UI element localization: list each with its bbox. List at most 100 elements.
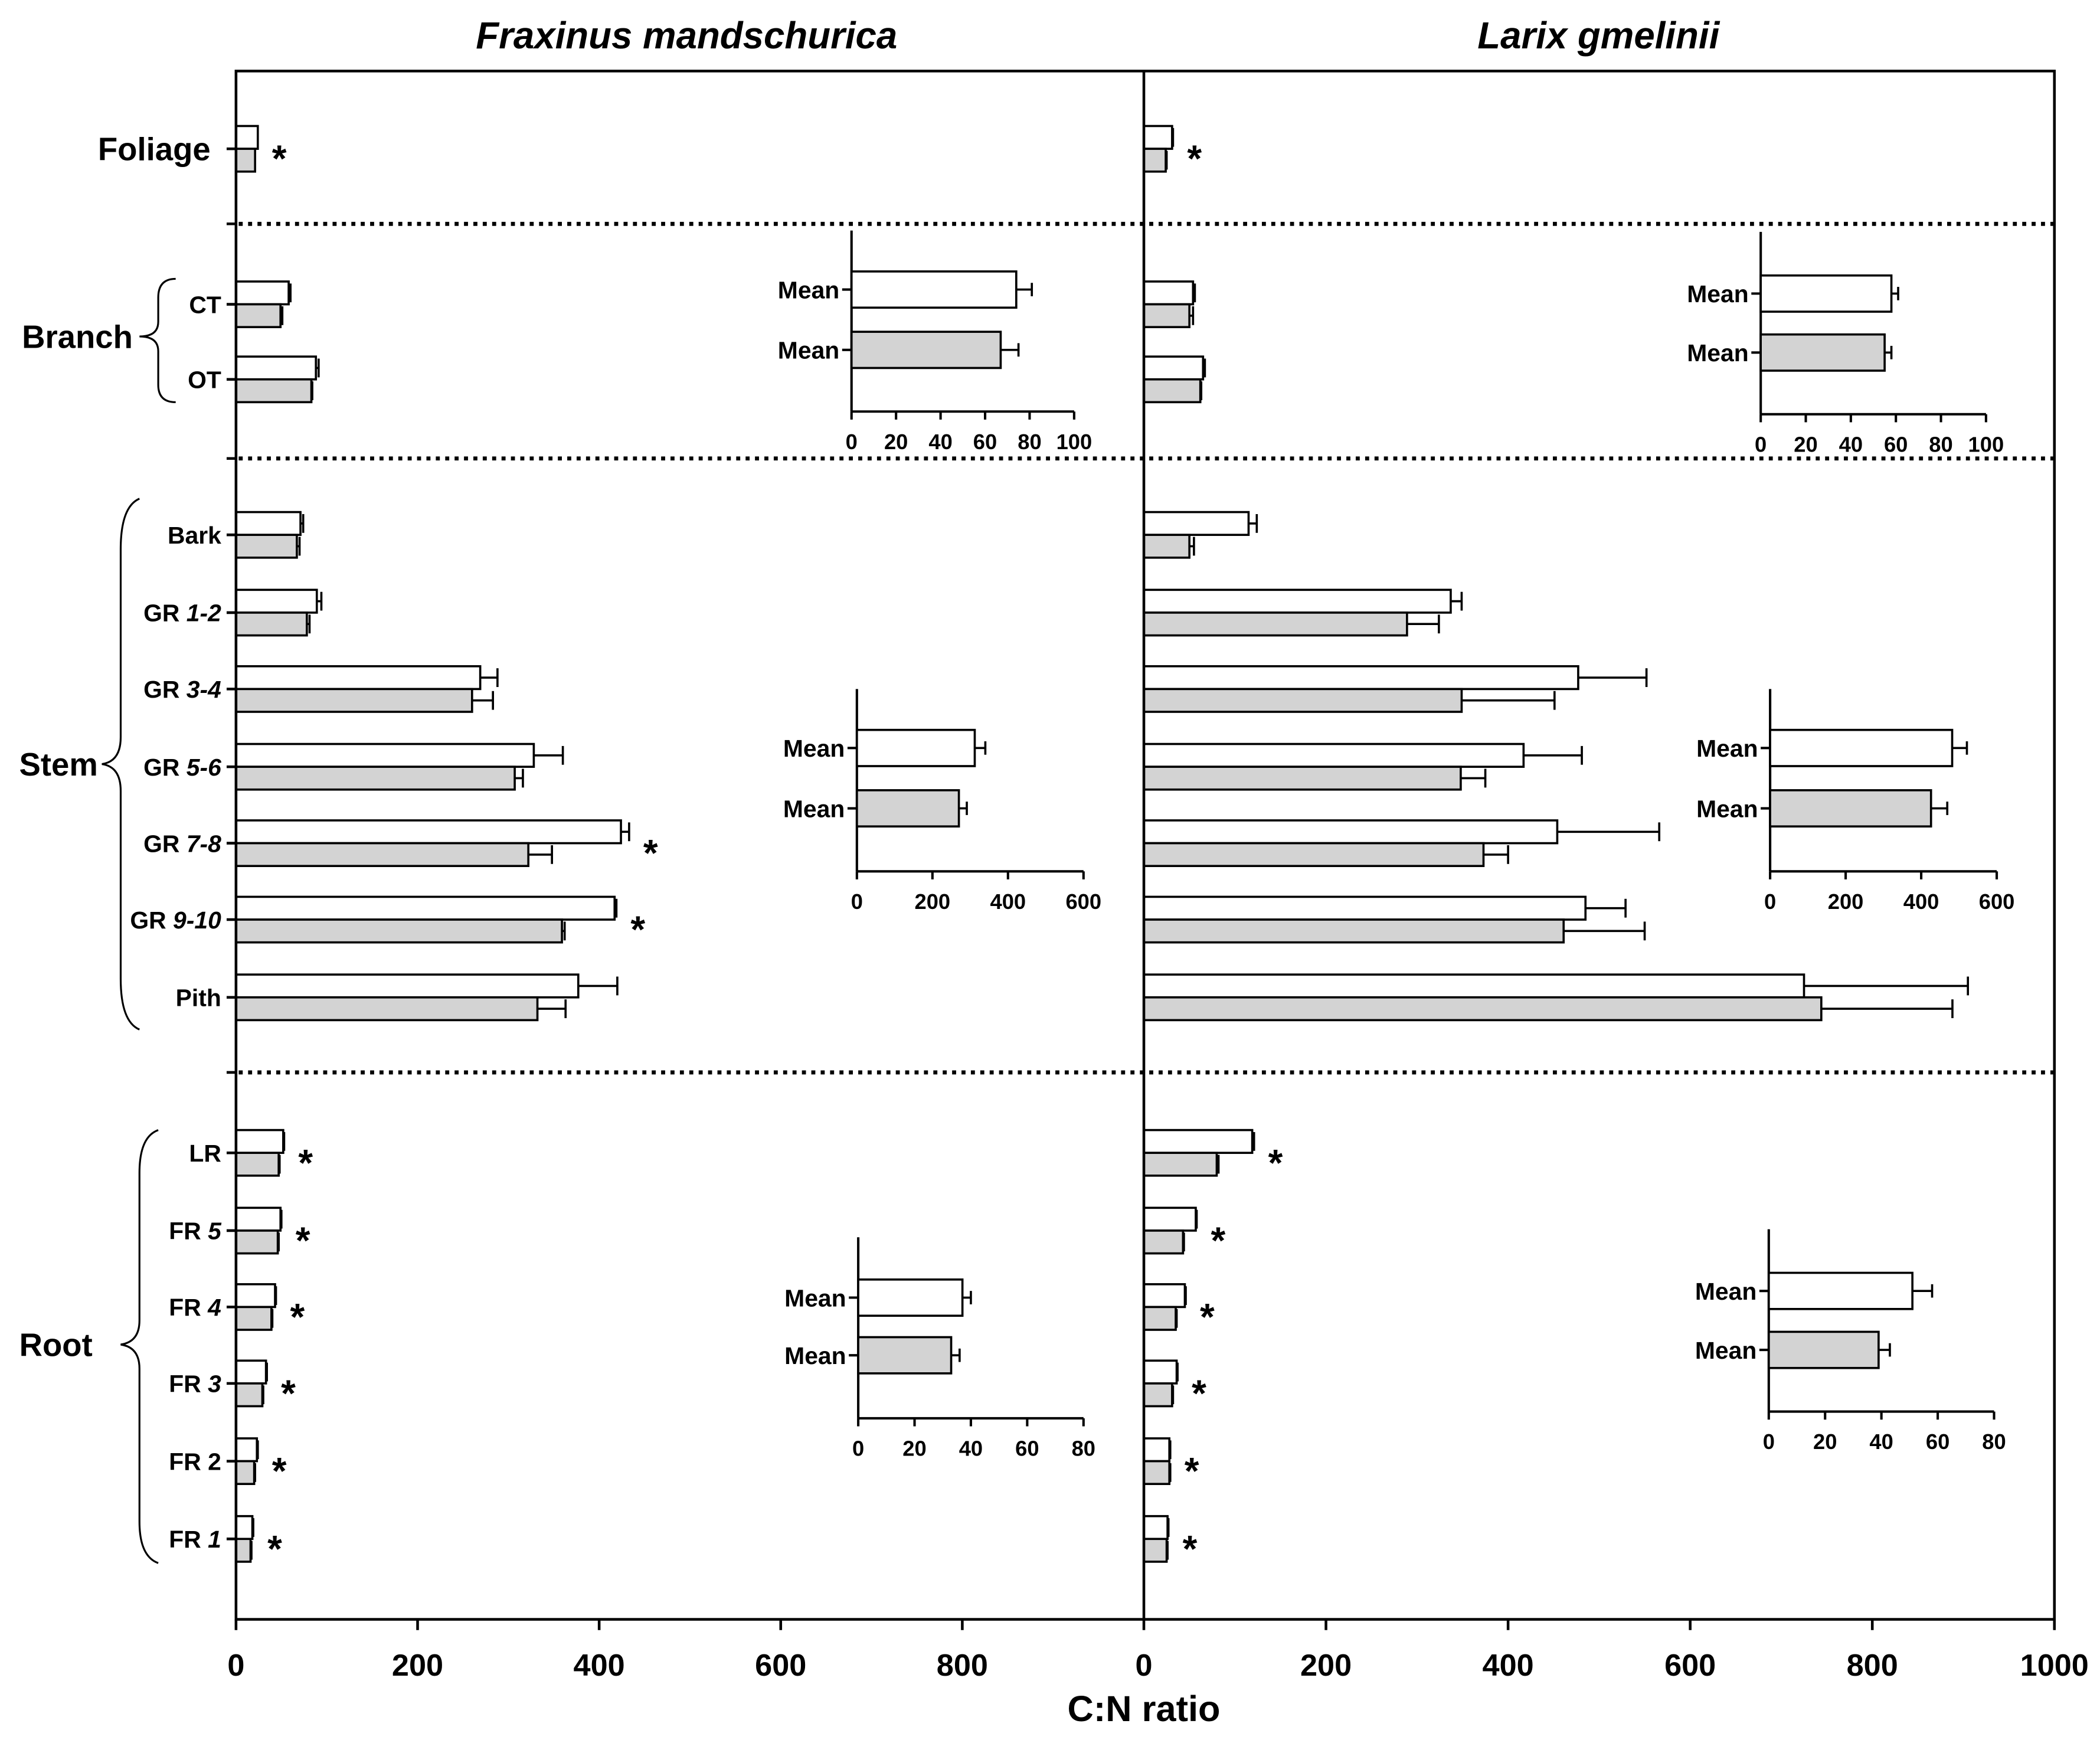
category-label-text: GR xyxy=(143,830,179,857)
significance-marker-larix-lr: * xyxy=(1268,1142,1283,1184)
category-label-text: GR xyxy=(130,907,166,934)
bar-larix-lr-shaded xyxy=(1143,1152,1218,1177)
inset-x-tick-label: 200 xyxy=(1828,889,1864,914)
bar-fraxinus-gr-1-2-shaded xyxy=(235,611,308,637)
inset-bar-fraxinus-root-shaded xyxy=(857,1336,953,1375)
bar-fraxinus-gr-5-6-shaded xyxy=(235,766,516,791)
error-bar-larix-fr-5-shaded xyxy=(1183,1232,1185,1252)
inset-mean-label: Mean xyxy=(783,735,845,762)
inset-error-bar-larix-stem-open xyxy=(1952,741,1968,755)
x-tick-label-fraxinus: 0 xyxy=(227,1649,244,1683)
bar-fraxinus-fr-3-shaded xyxy=(235,1382,264,1408)
category-label-number: 2 xyxy=(208,1448,221,1475)
bar-larix-fr-1-shaded xyxy=(1143,1538,1168,1563)
bar-fraxinus-pith-open xyxy=(235,973,580,999)
error-bar-larix-bark-shaded xyxy=(1189,537,1195,556)
category-label-gr-3-4: GR 3-4 xyxy=(143,676,221,703)
inset-chart-larix-root: 0 20 40 60 80 Mean Mean xyxy=(1695,1229,2006,1454)
category-label-ct: CT xyxy=(189,291,221,318)
bar-fraxinus-gr-9-10-open xyxy=(235,895,616,921)
inset-error-bar-larix-root-shaded xyxy=(1878,1343,1891,1357)
error-bar-fraxinus-pith-open xyxy=(578,976,619,996)
bar-larix-gr-5-6-shaded xyxy=(1143,766,1462,791)
error-bar-fraxinus-pith-shaded xyxy=(537,999,567,1018)
inset-error-bar-fraxinus-branch-shaded xyxy=(1000,343,1020,357)
inset-x-tick-label: 20 xyxy=(902,1437,926,1461)
bar-fraxinus-fr-2-open xyxy=(235,1437,259,1463)
category-label-text: Bark xyxy=(168,522,221,549)
bar-larix-fr-5-open xyxy=(1143,1206,1197,1232)
x-tick-label-fraxinus: 400 xyxy=(574,1649,625,1683)
panel-title-fraxinus: Fraxinus mandschurica xyxy=(476,15,897,57)
inset-x-tick-label: 40 xyxy=(1839,432,1863,456)
error-bar-fraxinus-gr-5-6-open xyxy=(534,745,564,765)
inset-x-tick-label: 60 xyxy=(1926,1430,1949,1454)
inset-mean-label: Mean xyxy=(1687,339,1749,367)
significance-marker-larix-foliage: * xyxy=(1187,138,1202,180)
error-bar-fraxinus-lr-open xyxy=(283,1132,286,1151)
bar-fraxinus-gr-3-4-shaded xyxy=(235,688,473,713)
x-tick-label-fraxinus: 200 xyxy=(392,1649,443,1683)
inset-mean-label: Mean xyxy=(784,1284,846,1311)
category-label-fr-2: FR 2 xyxy=(169,1448,221,1475)
inset-x-tick-label: 0 xyxy=(1764,889,1776,914)
category-label-number: 5-6 xyxy=(187,754,221,781)
category-label-text: OT xyxy=(188,367,221,394)
error-bar-fraxinus-gr-7-8-open xyxy=(621,822,630,842)
category-label-fr-1: FR 1 xyxy=(169,1526,221,1553)
significance-marker-fraxinus-gr-9-10: * xyxy=(630,909,645,951)
category-label-fr-4: FR 4 xyxy=(169,1294,221,1321)
error-bar-fraxinus-bark-shaded xyxy=(296,537,301,556)
error-bar-fraxinus-ct-shaded xyxy=(280,306,284,325)
category-label-number: 4 xyxy=(207,1294,221,1321)
bar-fraxinus-foliage-open xyxy=(235,125,259,150)
bar-larix-fr-3-open xyxy=(1143,1359,1178,1385)
inset-x-tick-label: 80 xyxy=(1929,432,1952,456)
inset-x-tick-label: 0 xyxy=(851,889,863,914)
category-label-fr-3: FR 3 xyxy=(169,1371,221,1398)
x-tick-label-fraxinus: 800 xyxy=(937,1649,988,1683)
bar-fraxinus-gr-9-10-shaded xyxy=(235,918,563,944)
bar-larix-gr-7-8-open xyxy=(1143,819,1559,845)
bar-larix-gr-3-4-open xyxy=(1143,665,1579,691)
inset-bar-larix-root-shaded xyxy=(1767,1330,1880,1369)
error-bar-fraxinus-fr-3-open xyxy=(266,1362,268,1382)
error-bar-larix-lr-shaded xyxy=(1216,1154,1220,1174)
error-bar-larix-pith-shaded xyxy=(1821,999,1954,1018)
error-bar-fraxinus-gr-7-8-shaded xyxy=(528,845,553,864)
error-bar-larix-ot-shaded xyxy=(1200,381,1203,400)
bar-larix-bark-open xyxy=(1143,511,1250,537)
error-bar-fraxinus-gr-1-2-open xyxy=(316,591,323,611)
inset-mean-label: Mean xyxy=(1695,1337,1757,1364)
x-tick-label-larix: 0 xyxy=(1136,1649,1153,1683)
significance-marker-fraxinus-fr-1: * xyxy=(267,1528,282,1570)
category-label-number: 1 xyxy=(208,1526,221,1553)
category-label-number: 5 xyxy=(208,1218,222,1245)
bar-larix-ct-open xyxy=(1143,280,1195,306)
error-bar-larix-gr-7-8-shaded xyxy=(1483,845,1509,864)
error-bar-fraxinus-lr-shaded xyxy=(278,1154,281,1174)
inset-bar-fraxinus-root-open xyxy=(857,1278,964,1317)
inset-x-tick-label: 400 xyxy=(990,889,1026,914)
inset-bar-fraxinus-branch-shaded xyxy=(850,331,1002,369)
inset-x-tick-label: 0 xyxy=(852,1437,864,1461)
inset-x-tick-label: 0 xyxy=(846,430,858,454)
error-bar-larix-ct-open xyxy=(1193,283,1196,303)
inset-mean-label: Mean xyxy=(1696,735,1758,762)
bar-fraxinus-ct-shaded xyxy=(235,303,282,328)
significance-marker-fraxinus-gr-7-8: * xyxy=(643,832,658,874)
category-label-text: FR xyxy=(169,1294,201,1321)
error-bar-larix-fr-4-shaded xyxy=(1175,1309,1178,1328)
bar-larix-fr-5-shaded xyxy=(1143,1229,1185,1255)
category-label-gr-5-6: GR 5-6 xyxy=(143,754,221,781)
bar-fraxinus-gr-7-8-shaded xyxy=(235,842,529,868)
bar-larix-pith-open xyxy=(1143,973,1805,999)
inset-chart-fraxinus-branch: 0 20 40 60 80 100 Mean Mean xyxy=(778,230,1092,454)
x-axis-label: C:N ratio xyxy=(1068,1688,1221,1729)
inset-error-bar-fraxinus-branch-open xyxy=(1016,283,1033,296)
inset-mean-label: Mean xyxy=(784,1342,846,1369)
error-bar-larix-fr-2-shaded xyxy=(1169,1463,1172,1482)
category-label-number: 9-10 xyxy=(173,907,221,934)
